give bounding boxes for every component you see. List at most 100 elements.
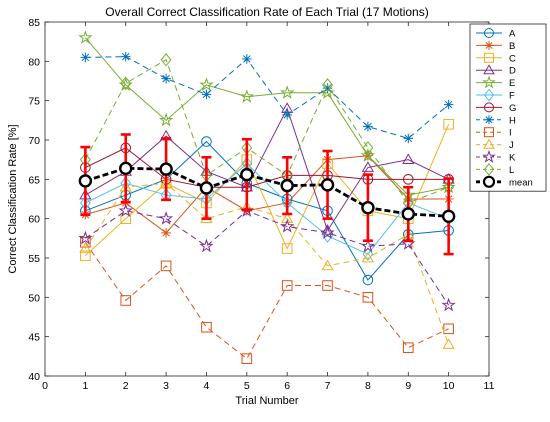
data-point	[161, 228, 171, 238]
data-point	[159, 162, 173, 176]
legend-label: K	[509, 153, 516, 164]
data-point	[118, 203, 133, 217]
legend-item-D: D	[476, 64, 516, 77]
data-point	[321, 259, 334, 271]
legend-marker	[482, 75, 496, 89]
data-point	[242, 54, 252, 64]
data-point	[361, 251, 375, 263]
data-point	[281, 243, 293, 254]
y-tick-label: 60	[28, 214, 40, 226]
data-point	[403, 133, 414, 144]
y-tick-label: 40	[28, 371, 40, 383]
data-point	[361, 161, 375, 172]
data-point	[80, 236, 91, 248]
series-line	[85, 162, 449, 255]
data-point	[240, 167, 254, 182]
legend-item-mean: mean	[476, 175, 533, 188]
y-tick-label: 65	[28, 174, 40, 186]
data-point	[80, 52, 91, 63]
series-I	[80, 236, 454, 364]
data-point	[239, 89, 254, 103]
legend-marker	[484, 102, 494, 113]
data-point	[120, 213, 132, 224]
series-line	[85, 140, 449, 281]
x-tick-label: 11	[484, 380, 495, 392]
data-point	[78, 174, 93, 188]
data-point	[78, 230, 93, 245]
error-bars	[80, 133, 454, 256]
series-mean	[78, 133, 456, 256]
x-tick-label: 5	[244, 380, 250, 392]
data-point	[360, 238, 376, 253]
data-point	[158, 211, 174, 225]
legend-item-J: J	[476, 138, 514, 151]
series-line	[85, 155, 449, 234]
data-point	[322, 78, 333, 92]
legend-item-L: L	[476, 162, 514, 176]
legend-label: B	[509, 41, 515, 52]
x-tick-label: 8	[365, 380, 371, 392]
data-point	[363, 121, 373, 132]
series-line	[85, 124, 450, 257]
y-tick-label: 70	[28, 135, 40, 147]
x-tick-label: 0	[42, 380, 48, 392]
data-point	[80, 250, 91, 261]
legend-marker	[484, 28, 494, 38]
y-tick-label: 50	[28, 292, 40, 304]
legend-label: A	[509, 29, 516, 40]
legend-label: D	[509, 66, 516, 77]
data-point	[443, 99, 454, 110]
legend-label: I	[509, 128, 512, 139]
y-tick-label: 45	[28, 332, 40, 344]
x-tick-label: 4	[204, 380, 210, 392]
data-point	[443, 118, 454, 130]
series-line	[85, 210, 450, 306]
data-point	[362, 247, 374, 261]
data-point	[281, 212, 294, 224]
data-point	[321, 224, 334, 235]
data-point	[201, 89, 212, 100]
legend-item-B: B	[476, 40, 515, 52]
data-point	[280, 219, 295, 233]
legend-marker	[482, 175, 496, 188]
x-tick-label: 7	[325, 380, 331, 392]
legend-marker	[483, 88, 495, 102]
data-point	[120, 295, 132, 306]
legend-item-K: K	[476, 149, 516, 164]
data-point	[160, 52, 172, 67]
data-point	[322, 83, 333, 93]
legend-item-H: H	[476, 115, 516, 126]
legend-item-G: G	[476, 102, 516, 114]
legend-label: H	[509, 115, 516, 126]
legend-marker	[484, 127, 494, 138]
legend-label: G	[509, 103, 516, 114]
legend-marker	[484, 40, 494, 50]
data-point	[120, 51, 131, 62]
x-tick-label: 9	[405, 380, 411, 392]
series-H	[80, 51, 454, 144]
legend-label: mean	[509, 177, 533, 188]
legend-marker	[484, 52, 494, 63]
legend-marker	[483, 138, 495, 149]
y-tick-label: 85	[28, 17, 40, 29]
legend-label: J	[509, 140, 514, 151]
data-point	[79, 242, 92, 253]
series-line	[84, 182, 450, 345]
series-line	[84, 241, 449, 360]
legend-item-A: A	[476, 28, 516, 40]
data-point	[160, 260, 172, 272]
data-point	[361, 200, 375, 215]
data-point	[362, 141, 374, 155]
data-point	[158, 112, 174, 127]
data-point	[199, 238, 214, 253]
data-point	[120, 76, 132, 91]
legend-marker	[484, 115, 494, 125]
data-point	[280, 178, 294, 193]
data-point	[201, 321, 212, 333]
chart-title: Overall Correct Classification Rate of E…	[105, 5, 428, 19]
data-point	[362, 292, 374, 303]
legend-label: L	[509, 165, 514, 176]
data-point	[282, 110, 292, 120]
data-point	[441, 297, 456, 312]
